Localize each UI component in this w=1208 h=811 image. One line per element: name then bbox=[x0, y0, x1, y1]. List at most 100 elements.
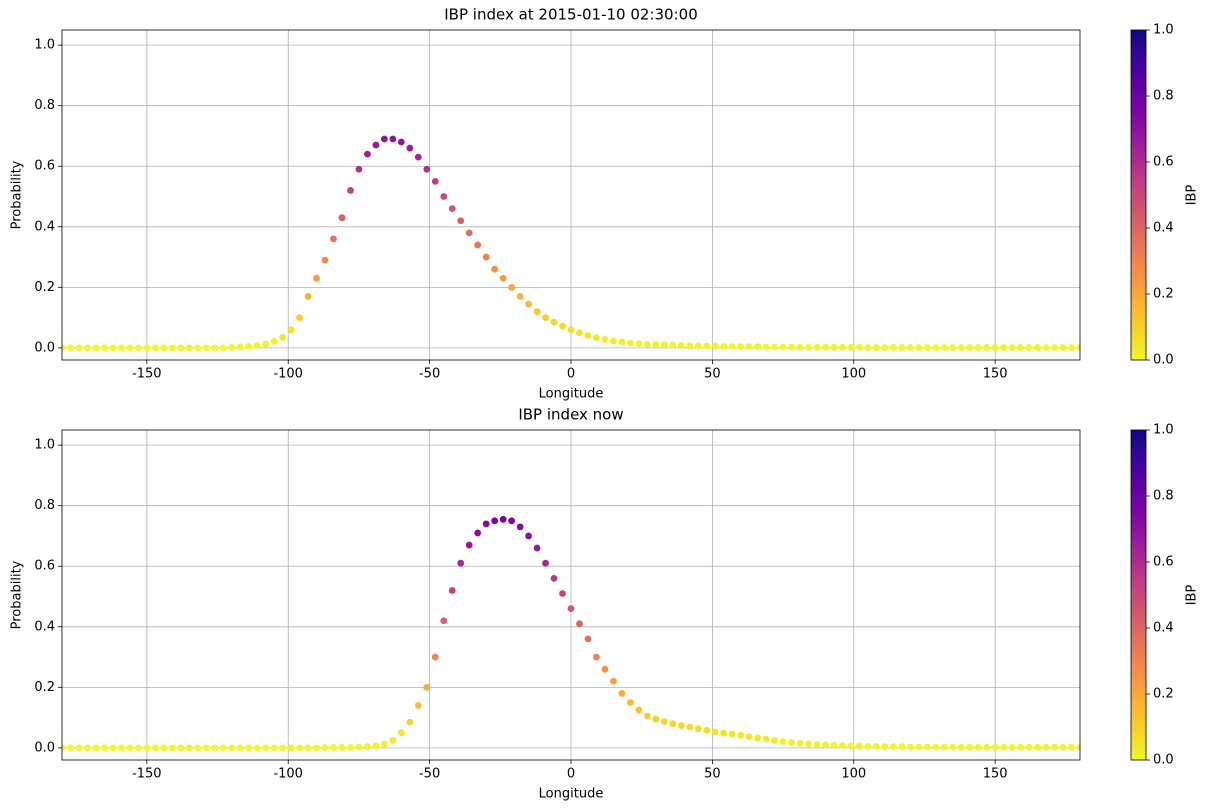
point bbox=[677, 722, 685, 729]
point bbox=[686, 723, 694, 731]
point bbox=[1059, 743, 1067, 751]
y-axis-label: Probability bbox=[10, 160, 25, 229]
point bbox=[397, 729, 405, 737]
point bbox=[974, 743, 982, 751]
point bbox=[779, 343, 787, 351]
y-tick-label: 0.2 bbox=[34, 680, 55, 695]
point bbox=[202, 344, 210, 352]
point bbox=[414, 153, 422, 161]
point bbox=[1076, 743, 1080, 751]
x-axis-label: Longitude bbox=[539, 787, 604, 802]
colorbar-tick-label: 0.6 bbox=[1153, 555, 1174, 570]
x-tick-label: -150 bbox=[132, 367, 162, 382]
point bbox=[211, 344, 219, 352]
point bbox=[508, 517, 516, 525]
x-tick-label: -100 bbox=[273, 767, 303, 782]
point bbox=[313, 274, 320, 282]
point bbox=[67, 744, 74, 752]
point bbox=[1068, 344, 1075, 351]
point bbox=[940, 743, 948, 751]
point bbox=[1008, 344, 1016, 351]
point bbox=[618, 338, 626, 346]
point bbox=[134, 344, 142, 352]
point bbox=[610, 677, 617, 685]
point bbox=[559, 322, 566, 330]
point bbox=[932, 743, 940, 751]
point bbox=[974, 344, 982, 351]
point bbox=[1042, 743, 1050, 751]
point bbox=[703, 342, 711, 350]
point bbox=[279, 333, 286, 341]
point bbox=[117, 744, 125, 752]
point bbox=[694, 725, 702, 733]
point bbox=[915, 743, 923, 751]
point bbox=[389, 736, 397, 744]
point bbox=[906, 743, 914, 751]
point bbox=[431, 653, 439, 661]
point bbox=[1017, 344, 1025, 351]
point bbox=[983, 344, 991, 351]
colorbar-tick-label: 0.4 bbox=[1153, 221, 1174, 236]
point bbox=[906, 344, 914, 351]
point bbox=[109, 344, 117, 352]
point bbox=[211, 744, 219, 752]
point bbox=[669, 341, 677, 349]
point bbox=[525, 300, 532, 308]
point bbox=[771, 736, 778, 744]
colorbar bbox=[1130, 29, 1147, 361]
point bbox=[84, 344, 91, 352]
point bbox=[185, 744, 193, 752]
point bbox=[567, 605, 575, 613]
point bbox=[932, 344, 940, 351]
point bbox=[109, 744, 117, 752]
point bbox=[643, 712, 651, 720]
point bbox=[584, 332, 592, 339]
point bbox=[499, 274, 507, 282]
point bbox=[949, 743, 957, 751]
y-tick-label: 0.8 bbox=[34, 98, 55, 113]
point bbox=[92, 744, 100, 752]
point bbox=[101, 744, 108, 752]
x-tick-label: -100 bbox=[273, 367, 303, 382]
point bbox=[923, 344, 931, 351]
point bbox=[737, 731, 745, 739]
point bbox=[296, 744, 303, 752]
point bbox=[754, 734, 762, 742]
point bbox=[635, 340, 643, 348]
scatter-points bbox=[62, 515, 1080, 752]
point bbox=[686, 342, 694, 350]
point bbox=[117, 344, 125, 352]
point bbox=[949, 344, 957, 351]
point bbox=[134, 744, 142, 752]
point bbox=[864, 742, 872, 750]
point bbox=[380, 135, 388, 143]
point bbox=[711, 342, 719, 350]
point bbox=[822, 343, 829, 351]
point bbox=[194, 744, 202, 752]
point bbox=[245, 342, 253, 350]
point bbox=[576, 620, 583, 628]
point bbox=[1008, 743, 1016, 751]
point bbox=[143, 344, 151, 352]
point bbox=[262, 744, 269, 752]
point bbox=[796, 739, 804, 747]
point bbox=[236, 744, 244, 752]
point bbox=[330, 744, 337, 751]
point bbox=[923, 743, 931, 751]
point bbox=[533, 544, 541, 552]
point bbox=[847, 343, 855, 351]
point bbox=[465, 541, 473, 549]
point bbox=[1051, 743, 1058, 751]
point bbox=[660, 341, 668, 349]
point bbox=[940, 344, 948, 351]
point bbox=[873, 344, 880, 351]
point bbox=[194, 344, 202, 352]
point bbox=[1034, 743, 1041, 751]
point bbox=[788, 343, 795, 351]
point bbox=[126, 744, 134, 752]
point bbox=[762, 343, 770, 351]
point bbox=[389, 135, 397, 143]
point bbox=[75, 344, 83, 352]
point bbox=[202, 744, 210, 752]
